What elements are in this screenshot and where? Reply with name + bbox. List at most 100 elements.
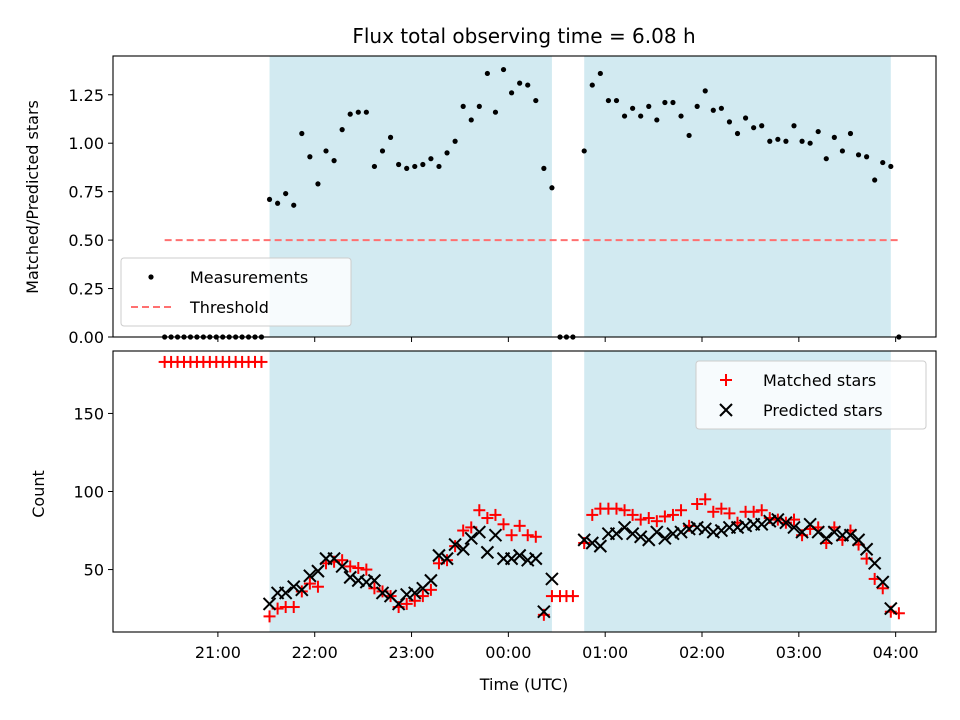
predicted-star-point: [698, 522, 712, 536]
bottom-series-layer: [158, 355, 905, 623]
top-x-ticks: [217, 337, 897, 342]
measurement-point: [678, 113, 684, 119]
predicted-star-point: [545, 572, 559, 586]
predicted-star-point: [287, 580, 301, 594]
measurement-point: [387, 134, 394, 140]
measurement-point: [331, 158, 337, 164]
measurement-point: [613, 97, 620, 104]
measurement-point: [436, 163, 442, 170]
predicted-star-point: [440, 551, 454, 566]
predicted-star-point: [448, 537, 462, 552]
predicted-star-point: [399, 587, 414, 602]
measurement-point: [815, 128, 821, 135]
top-legend: Measurements Threshold: [120, 257, 352, 327]
predicted-star-point: [537, 604, 551, 619]
measurement-point: [275, 200, 281, 206]
measurement-point: [484, 70, 490, 77]
matched-star-point: [755, 504, 768, 517]
measurement-point: [880, 159, 886, 166]
measurement-point: [807, 140, 813, 146]
measurement-point: [412, 163, 418, 170]
matched-star-point: [255, 355, 268, 368]
y-tick-label: 0.75: [68, 183, 104, 202]
measurement-point: [291, 202, 297, 208]
measurement-point: [396, 161, 402, 168]
measurement-point: [847, 130, 854, 137]
legend-marker-matched: [720, 374, 732, 386]
predicted-star-point: [738, 519, 753, 533]
measurement-point: [791, 123, 797, 129]
measurement-point: [799, 138, 805, 144]
matched-star-point: [400, 597, 413, 610]
predicted-star-point: [585, 536, 599, 550]
measurement-point: [888, 163, 894, 170]
measurement-point: [299, 130, 305, 137]
predicted-star-point: [262, 597, 277, 611]
matched-star-point: [618, 504, 631, 517]
predicted-star-point: [625, 526, 640, 541]
predicted-star-point: [464, 531, 478, 546]
matched-star-point: [521, 529, 534, 542]
measurement-point: [726, 119, 733, 125]
predicted-star-point: [311, 564, 325, 578]
bottom-legend-box: [695, 360, 927, 430]
predicted-star-point: [432, 548, 446, 563]
predicted-star-point: [650, 525, 664, 539]
y-tick-label: 150: [73, 404, 104, 423]
x-tick-label: 04:00: [873, 643, 919, 662]
x-axis-label: Time (UTC): [479, 675, 568, 694]
y-tick-label: 1.00: [68, 134, 104, 153]
y-tick-label: 50: [84, 561, 104, 580]
matched-star-point: [675, 504, 688, 517]
top-series-layer: [162, 66, 902, 340]
matched-star-point: [658, 510, 671, 523]
measurement-point: [702, 88, 708, 94]
legend-marker-measurements: [148, 274, 154, 280]
matched-star-point: [481, 512, 494, 525]
predicted-star-point: [593, 539, 608, 553]
predicted-star-point: [843, 528, 858, 542]
predicted-star-point: [577, 533, 591, 547]
measurement-point: [500, 66, 507, 73]
predicted-star-point: [666, 526, 680, 541]
y-tick-label: 1.25: [68, 86, 104, 105]
measurement-point: [476, 103, 482, 109]
predicted-star-point: [375, 586, 390, 600]
measurement-point: [404, 165, 410, 171]
measurement-point: [654, 117, 660, 123]
y-tick-label: 100: [73, 483, 104, 502]
predicted-star-point: [617, 520, 632, 535]
measurement-point: [492, 109, 499, 115]
predicted-star-point: [303, 569, 317, 583]
matched-star-point: [287, 601, 300, 614]
measurement-point: [864, 154, 870, 160]
predicted-star-point: [859, 542, 874, 556]
predicted-star-point: [609, 526, 624, 541]
predicted-star-point: [472, 525, 487, 539]
top-axes: 0.00 0.25 0.50 0.75 1.00 1.25 Matched/Predict…: [23, 55, 937, 347]
measurement-point: [742, 115, 749, 121]
top-axes-frame: [112, 55, 937, 338]
predicted-star-point: [682, 522, 696, 536]
predicted-star-point: [480, 545, 495, 560]
predicted-star-point: [295, 583, 309, 597]
matched-star-point: [566, 590, 579, 603]
matched-star-point: [876, 582, 889, 595]
matched-star-point: [513, 519, 526, 532]
measurement-point: [605, 97, 612, 104]
predicted-star-point: [488, 528, 503, 542]
measurement-point: [315, 181, 321, 187]
matched-star-point: [457, 524, 470, 537]
matched-star-point: [691, 497, 704, 510]
measurement-point: [670, 99, 676, 106]
measurement-point: [371, 163, 378, 170]
predicted-star-point: [658, 531, 672, 546]
bottom-legend: Matched stars Predicted stars: [695, 360, 927, 430]
measurement-point: [621, 113, 628, 119]
measurement-point: [751, 125, 757, 131]
shaded-interval: [269, 351, 552, 632]
matched-star-point: [715, 502, 728, 515]
top-y-ticks: 0.00 0.25 0.50 0.75 1.00 1.25: [68, 86, 113, 347]
measurement-point: [872, 177, 878, 183]
matched-star-point: [707, 505, 720, 518]
